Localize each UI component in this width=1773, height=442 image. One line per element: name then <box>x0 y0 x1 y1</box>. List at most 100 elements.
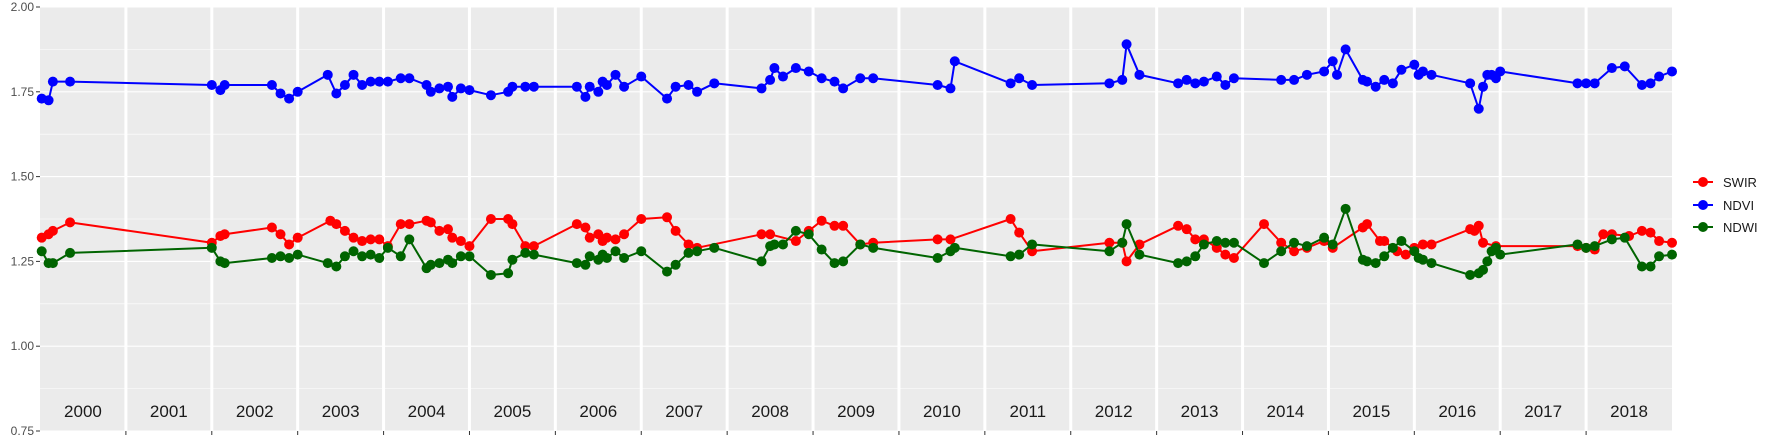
data-point-ndvi <box>331 88 342 99</box>
data-point-ndvi <box>580 91 591 102</box>
data-point-swir <box>1417 239 1428 250</box>
data-point-ndwi <box>331 261 342 272</box>
data-point-swir <box>65 217 76 228</box>
data-point-ndwi <box>1117 237 1128 248</box>
data-point-ndvi <box>1104 78 1115 89</box>
data-point-swir <box>339 225 350 236</box>
data-point-ndwi <box>528 249 539 260</box>
data-point-ndwi <box>1220 237 1231 248</box>
data-point-ndwi <box>520 247 531 258</box>
data-point-ndvi <box>1417 66 1428 77</box>
data-point-swir <box>1181 224 1192 235</box>
data-point-ndvi <box>455 83 466 94</box>
data-point-ndvi <box>1667 66 1677 77</box>
data-point-swir <box>816 215 827 226</box>
year-label: 2011 <box>1010 402 1047 421</box>
data-point-ndwi <box>949 242 960 253</box>
data-point-ndwi <box>1370 258 1381 269</box>
data-point-ndvi <box>855 73 866 84</box>
data-point-ndwi <box>1027 239 1038 250</box>
data-point-ndwi <box>1319 232 1330 243</box>
data-point-ndvi <box>348 69 359 80</box>
data-point-ndwi <box>374 253 385 264</box>
data-point-swir <box>507 219 518 230</box>
legend-key-dot <box>1698 200 1708 210</box>
data-point-ndwi <box>1014 249 1025 260</box>
data-point-ndvi <box>43 95 54 106</box>
data-point-ndvi <box>1396 64 1407 75</box>
legend-label: NDWI <box>1723 220 1758 235</box>
data-point-swir <box>636 214 647 224</box>
data-point-ndvi <box>949 56 960 67</box>
data-point-ndvi <box>1478 81 1489 92</box>
data-point-swir <box>47 225 58 236</box>
data-point-ndvi <box>601 80 612 91</box>
data-point-ndvi <box>1121 39 1132 50</box>
data-point-ndvi <box>1276 74 1287 85</box>
legend-item-swir: SWIR <box>1693 175 1757 190</box>
data-point-swir <box>219 229 230 240</box>
data-point-ndwi <box>292 249 303 260</box>
data-point-ndwi <box>1005 251 1016 262</box>
y-tick-label: 2.00 <box>11 0 35 14</box>
data-point-ndwi <box>1181 256 1192 267</box>
data-point-ndvi <box>1465 78 1476 89</box>
data-point-ndwi <box>1654 251 1665 262</box>
data-point-swir <box>528 241 539 252</box>
data-point-swir <box>1667 237 1677 248</box>
data-point-swir <box>1276 237 1287 248</box>
data-point-ndwi <box>1190 251 1201 262</box>
year-label: 2003 <box>322 402 360 421</box>
data-point-swir <box>580 222 591 233</box>
data-point-ndvi <box>404 73 415 84</box>
data-point-swir <box>756 229 767 240</box>
data-point-ndvi <box>322 69 333 80</box>
data-point-swir <box>404 219 415 230</box>
data-point-ndvi <box>485 90 496 101</box>
data-point-swir <box>1654 236 1665 247</box>
data-point-ndwi <box>503 268 514 279</box>
data-point-ndwi <box>65 247 76 258</box>
data-point-ndvi <box>382 76 393 87</box>
data-point-ndvi <box>1589 78 1600 89</box>
data-point-ndwi <box>1581 242 1592 253</box>
data-point-ndvi <box>1220 80 1231 91</box>
data-point-ndwi <box>1417 254 1428 265</box>
data-point-swir <box>1379 236 1390 247</box>
year-label: 2015 <box>1352 402 1390 421</box>
data-point-ndvi <box>593 86 604 97</box>
data-point-ndwi <box>580 259 591 270</box>
data-point-ndvi <box>507 81 518 92</box>
data-point-ndvi <box>636 71 647 82</box>
data-point-ndvi <box>1645 78 1656 89</box>
data-point-ndwi <box>382 242 393 253</box>
data-point-ndvi <box>1327 56 1338 67</box>
data-point-ndvi <box>1654 71 1665 82</box>
data-point-ndwi <box>507 254 518 265</box>
y-tick-label: 1.75 <box>11 85 35 99</box>
data-point-ndvi <box>464 85 475 96</box>
data-point-ndvi <box>266 80 277 91</box>
data-point-ndvi <box>339 80 350 91</box>
data-point-ndwi <box>610 246 621 257</box>
data-point-swir <box>1400 249 1411 260</box>
axes: 2000 2001 2002 2003 2004 2005 2006 2007 2008 2009… <box>11 0 1648 438</box>
data-point-ndwi <box>434 258 445 269</box>
year-label: 2018 <box>1610 402 1648 421</box>
data-point-ndwi <box>769 239 780 250</box>
data-point-swir <box>284 239 295 250</box>
data-point-ndwi <box>868 242 879 253</box>
data-point-swir <box>434 225 445 236</box>
data-point-ndwi <box>1645 261 1656 272</box>
data-point-ndvi <box>528 81 539 92</box>
data-point-swir <box>1190 234 1201 245</box>
series-ndwi <box>36 203 1677 280</box>
data-point-swir <box>1104 237 1115 248</box>
data-point-ndwi <box>1482 256 1493 267</box>
data-point-ndwi <box>425 259 436 270</box>
data-point-ndvi <box>1181 74 1192 85</box>
data-point-ndwi <box>464 251 475 262</box>
data-point-swir <box>1121 256 1132 267</box>
year-label: 2000 <box>64 402 102 421</box>
